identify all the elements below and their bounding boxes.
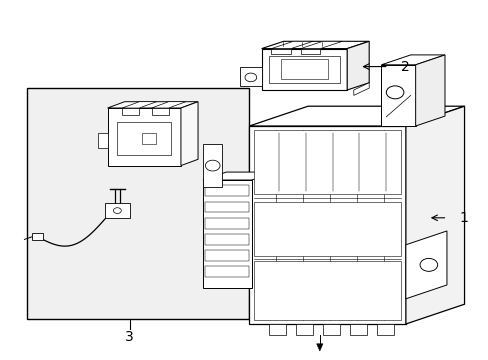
- Text: 2: 2: [400, 60, 409, 73]
- Polygon shape: [376, 324, 393, 335]
- Polygon shape: [239, 67, 261, 86]
- Polygon shape: [295, 324, 312, 335]
- Polygon shape: [254, 202, 400, 256]
- Polygon shape: [122, 108, 139, 115]
- Polygon shape: [151, 102, 185, 108]
- Text: 3: 3: [125, 330, 134, 343]
- Polygon shape: [151, 108, 168, 115]
- Polygon shape: [181, 102, 198, 166]
- Polygon shape: [268, 56, 339, 83]
- Polygon shape: [205, 185, 249, 196]
- Polygon shape: [107, 108, 181, 166]
- Polygon shape: [205, 218, 249, 229]
- Polygon shape: [300, 41, 342, 49]
- Polygon shape: [117, 122, 171, 155]
- Polygon shape: [203, 144, 222, 187]
- Polygon shape: [271, 49, 290, 54]
- Polygon shape: [300, 49, 320, 54]
- Polygon shape: [415, 55, 444, 126]
- Polygon shape: [346, 41, 368, 90]
- Polygon shape: [353, 83, 368, 95]
- Polygon shape: [349, 324, 366, 335]
- Polygon shape: [271, 41, 312, 49]
- Text: 1: 1: [459, 211, 468, 225]
- Polygon shape: [381, 65, 415, 126]
- Polygon shape: [205, 202, 249, 212]
- Polygon shape: [98, 133, 107, 148]
- Polygon shape: [261, 41, 368, 49]
- Polygon shape: [405, 106, 464, 324]
- Polygon shape: [205, 266, 249, 277]
- Polygon shape: [249, 106, 464, 126]
- Polygon shape: [27, 88, 249, 319]
- Polygon shape: [281, 59, 327, 79]
- Polygon shape: [261, 49, 346, 90]
- Polygon shape: [205, 250, 249, 261]
- Polygon shape: [381, 55, 444, 65]
- Polygon shape: [205, 234, 249, 245]
- Polygon shape: [405, 231, 446, 299]
- Polygon shape: [105, 203, 129, 218]
- Polygon shape: [203, 172, 275, 180]
- Polygon shape: [249, 126, 405, 324]
- Polygon shape: [254, 261, 400, 320]
- Polygon shape: [142, 133, 156, 144]
- Polygon shape: [203, 180, 251, 288]
- Polygon shape: [254, 130, 400, 194]
- Polygon shape: [107, 102, 198, 108]
- Polygon shape: [122, 102, 156, 108]
- Polygon shape: [32, 233, 43, 240]
- Polygon shape: [316, 344, 322, 351]
- Polygon shape: [322, 324, 339, 335]
- Polygon shape: [268, 324, 285, 335]
